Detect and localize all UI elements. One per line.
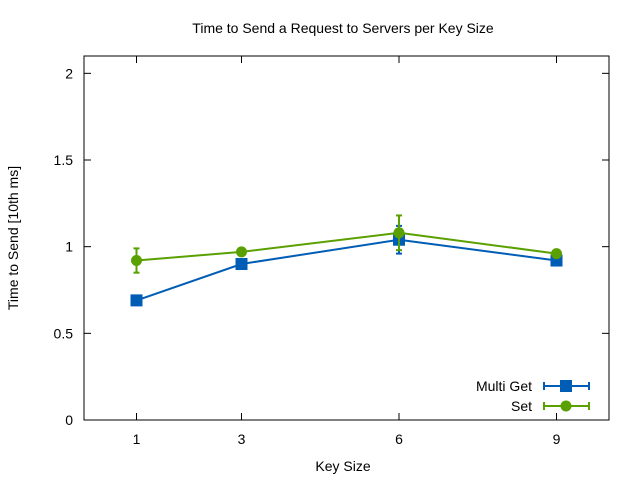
series-line <box>136 238 557 302</box>
data-point <box>131 255 142 267</box>
y-axis-ticks: 0 0.5 1 1.5 2 <box>54 65 609 428</box>
legend-marker <box>560 400 572 412</box>
x-axis-label: Key Size <box>315 458 370 474</box>
data-point <box>236 246 247 258</box>
y-tick-label: 1 <box>65 239 73 255</box>
y-tick-label: 0 <box>65 412 73 428</box>
data-point <box>550 254 563 267</box>
legend-marker <box>560 380 572 392</box>
data-point <box>551 248 562 260</box>
x-axis-ticks: 1 3 6 9 <box>133 56 561 447</box>
data-point <box>130 294 143 307</box>
data-point <box>235 258 248 270</box>
y-axis-label: Time to Send [10th ms] <box>5 166 21 310</box>
series-layer <box>130 214 563 307</box>
x-tick-label: 1 <box>133 431 141 447</box>
x-tick-label: 9 <box>553 431 561 447</box>
y-tick-label: 2 <box>65 65 73 81</box>
series-line <box>136 231 557 262</box>
x-tick-label: 3 <box>238 431 246 447</box>
legend: Multi Get Set <box>476 378 590 414</box>
plot-frame <box>83 55 610 421</box>
y-tick-label: 1.5 <box>54 152 74 168</box>
x-tick-label: 6 <box>395 431 403 447</box>
data-point <box>393 227 405 239</box>
series-multi-get <box>130 224 563 307</box>
chart-title: Time to Send a Request to Servers per Ke… <box>192 20 494 36</box>
legend-label: Multi Get <box>476 378 532 394</box>
y-tick-label: 0.5 <box>54 325 74 341</box>
series-set <box>131 214 562 274</box>
legend-label: Set <box>511 398 532 414</box>
